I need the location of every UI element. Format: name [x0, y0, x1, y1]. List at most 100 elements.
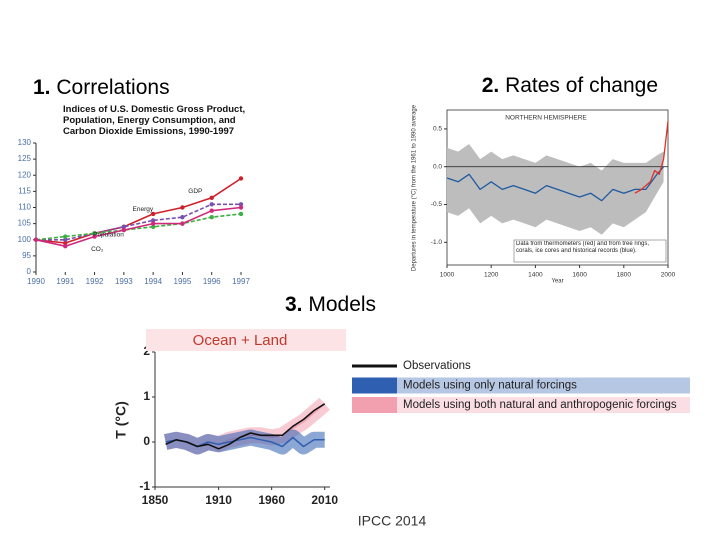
y-tick-label: 1	[143, 389, 150, 403]
title-band	[146, 329, 346, 351]
marker	[150, 211, 156, 217]
x-tick-label: 1910	[205, 493, 232, 507]
y-axis-label: Departures in temperature (°C) from the …	[412, 104, 418, 271]
x-tick-label: 1996	[203, 277, 221, 286]
chart-title: Indices of U.S. Domestic Gross Product, …	[63, 104, 246, 137]
annotation: Data from thermometers (red) and from tr…	[516, 241, 650, 254]
legend-row	[397, 397, 690, 413]
chart: 0.5 0.0 -0.5 -1.0 1000 1200 1400 1600 1800 2000 NO…	[412, 104, 676, 284]
marker	[63, 234, 68, 239]
marker	[63, 244, 68, 249]
y-tick-label: 115	[18, 186, 31, 195]
marker	[180, 221, 185, 226]
marker	[150, 224, 156, 230]
marker	[209, 208, 214, 213]
legend-row	[397, 377, 690, 394]
series-line	[36, 203, 241, 241]
y-tick-label: 0	[27, 267, 32, 276]
series-line	[35, 213, 242, 241]
heading-number: 3.	[285, 293, 303, 316]
legend-label: Observations	[403, 360, 471, 372]
y-tick-label: 120	[18, 170, 32, 179]
y-tick-label: 125	[18, 154, 32, 163]
x-tick-label: 1992	[86, 277, 104, 286]
marker	[150, 221, 156, 226]
heading-number: 2.	[482, 74, 500, 97]
legend-label: Models using both natural and anthropoge…	[403, 399, 677, 411]
x-tick-label: 1600	[572, 272, 587, 279]
y-tick-label: 0.5	[433, 126, 442, 133]
y-axis-label: T (°C)	[113, 401, 129, 438]
marker	[209, 214, 214, 220]
chart: -1 0 1 2 1850 1910 1960 2010 Ocean + Land T (°C) O…	[113, 329, 690, 507]
x-tick-label: 1994	[144, 277, 162, 286]
x-tick-label: 1800	[617, 272, 632, 279]
y-tick-label: 0	[143, 434, 150, 448]
y-tick-label: 105	[18, 219, 32, 228]
heading: 1. Correlations	[33, 76, 170, 99]
x-tick-label: 1400	[528, 272, 543, 279]
marker	[180, 205, 185, 210]
x-tick-label: 1850	[142, 493, 169, 507]
series-line	[35, 206, 242, 247]
series-label: Energy	[133, 206, 154, 213]
y-tick-label: 110	[18, 203, 31, 212]
x-axis-label: Year	[551, 279, 563, 285]
marker	[92, 234, 97, 239]
marker	[238, 202, 244, 207]
chart-title-box: Indices of U.S. Domestic Gross Product, …	[63, 104, 246, 137]
chart-title: Ocean + Land	[193, 332, 288, 349]
x-tick-label: 1991	[56, 277, 74, 286]
marker	[63, 240, 68, 246]
y-tick-label: -1	[139, 479, 150, 493]
heading-text: Correlations	[56, 76, 169, 99]
series-line	[446, 166, 665, 202]
series-label: GDP	[188, 188, 202, 195]
annotation-box: Data from thermometers (red) and from tr…	[516, 241, 650, 254]
series-line	[165, 403, 326, 450]
heading: 2. Rates of change	[482, 74, 658, 97]
marker	[209, 202, 214, 207]
marker	[33, 237, 39, 242]
marker	[150, 218, 156, 223]
legend-swatch	[352, 377, 397, 394]
y-tick-label: 0.0	[433, 163, 442, 170]
x-tick-label: 1997	[232, 277, 250, 286]
marker	[63, 237, 68, 242]
marker	[180, 214, 185, 220]
heading-number: 1.	[33, 76, 51, 99]
x-tick-label: 1995	[174, 277, 192, 286]
x-tick-label: 1990	[27, 277, 45, 286]
heading-text: Models	[308, 293, 376, 316]
legend-swatch	[352, 397, 397, 413]
series-line	[634, 121, 669, 194]
y-tick-label: -0.5	[431, 201, 443, 208]
series-label: Population	[93, 232, 124, 239]
chart: 0 95 100 105 110 115 120 125 130 1990 1991 1992 1993…	[18, 138, 251, 286]
marker	[92, 231, 97, 236]
heading: 3. Models	[285, 293, 376, 316]
x-tick-label: 1960	[258, 493, 285, 507]
marker	[238, 205, 244, 210]
legend-label: Models using only natural forcings	[403, 380, 577, 392]
y-tick-label: 2	[143, 344, 150, 358]
x-tick-label: 1993	[115, 277, 133, 286]
marker	[209, 195, 214, 201]
annotation-frame	[513, 239, 667, 263]
y-tick-label: 95	[22, 251, 31, 260]
chart-title: NORTHERN HEMISPHERE	[505, 115, 587, 122]
heading-text: Rates of change	[505, 74, 658, 97]
x-tick-label: 2010	[311, 493, 338, 507]
x-tick-label: 2000	[661, 272, 676, 279]
marker	[121, 227, 127, 233]
marker	[238, 176, 244, 181]
y-tick-label: 130	[18, 138, 32, 147]
series-label: CO₂	[91, 246, 104, 253]
x-tick-label: 1000	[440, 272, 455, 279]
y-tick-label: -1.0	[431, 239, 443, 246]
x-tick-label: 1200	[484, 272, 499, 279]
marker	[121, 224, 127, 230]
marker	[238, 211, 244, 217]
y-tick-label: 100	[18, 235, 32, 244]
